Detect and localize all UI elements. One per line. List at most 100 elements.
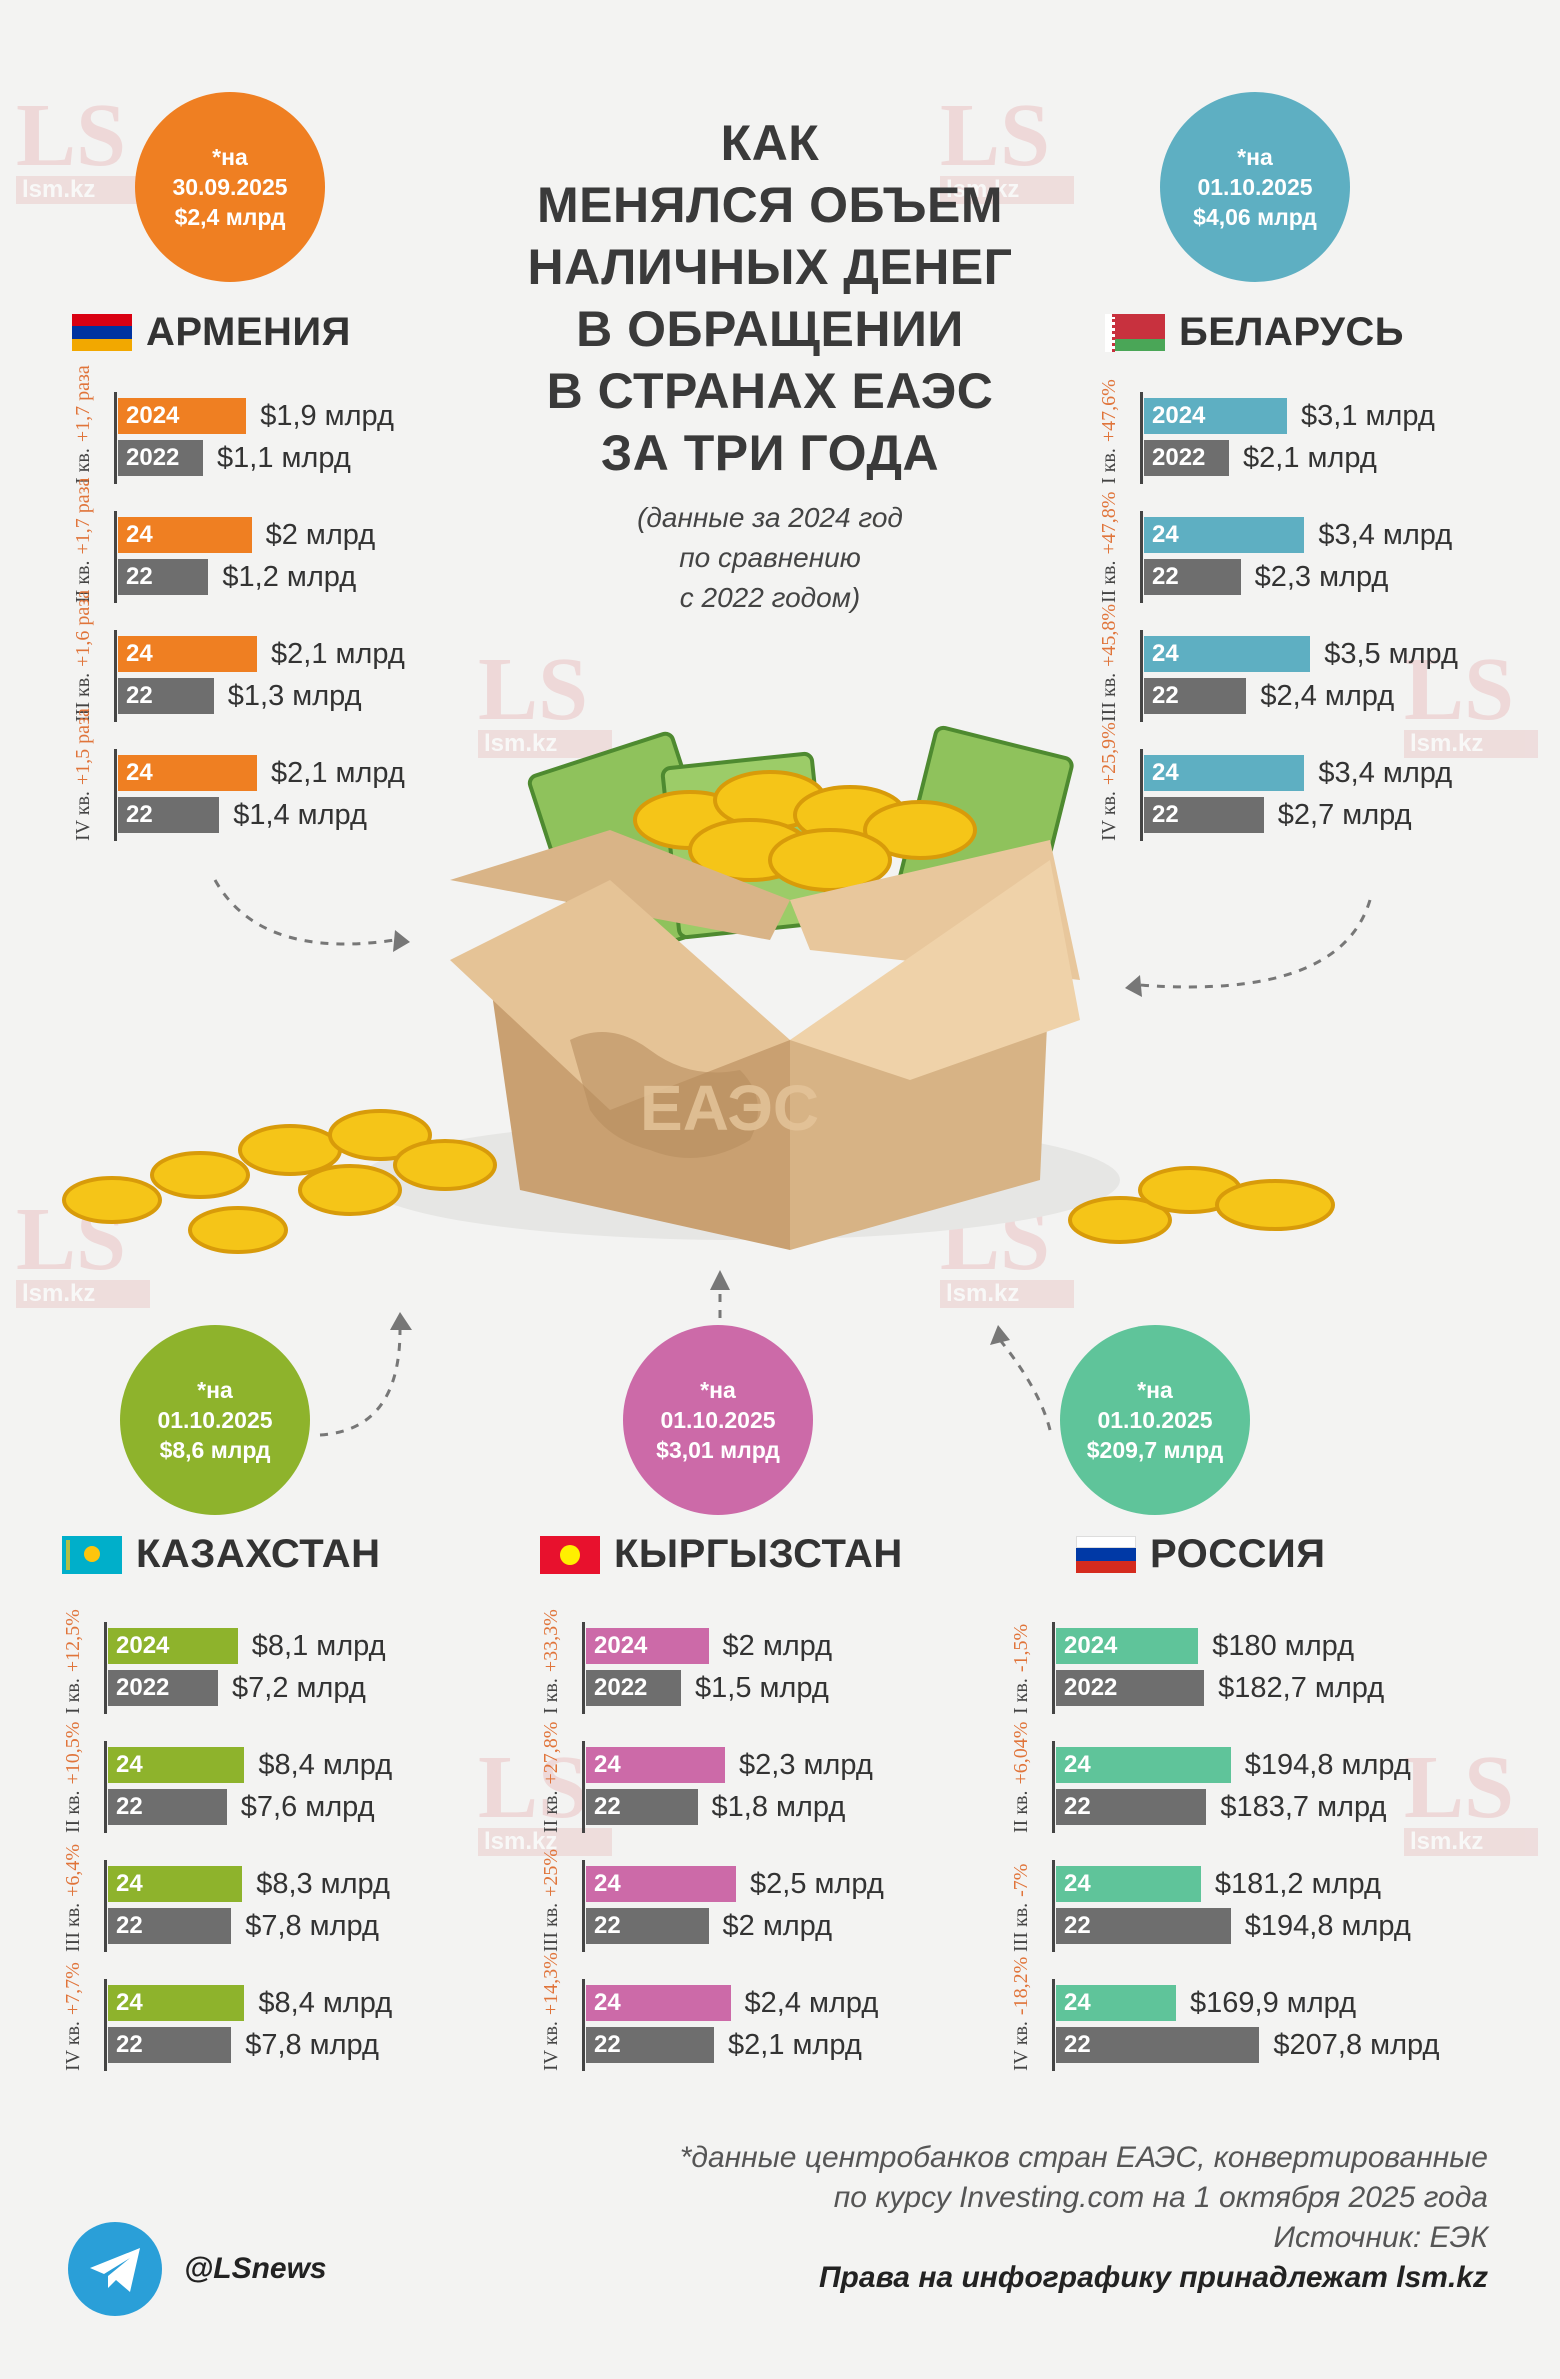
title-line: МЕНЯЛСЯ ОБЪЕМ [537, 177, 1003, 233]
bar-2024: 2024 [1144, 398, 1287, 434]
bar-2022: 22 [108, 2027, 232, 2063]
value-label-2022: $2,3 млрд [1254, 561, 1389, 593]
armenia-date-circle: *на 30.09.2025 $2,4 млрд [135, 92, 325, 282]
bar-2022: 22 [108, 1908, 232, 1944]
bar-2022: 2022 [1056, 1670, 1205, 1706]
money-box-illustration: ЕАЭС [62, 725, 1335, 1254]
axis-line [582, 1622, 585, 1714]
axis-line [582, 1741, 585, 1833]
quarter-label: IV кв. +1,5 раза [72, 708, 108, 841]
quarter-block: III кв. +25% 24 22 $2,5 млрд $2 млрд [540, 1849, 1000, 1952]
bar-2022: 22 [118, 559, 209, 595]
country-name: БЕЛАРУСЬ [1179, 310, 1405, 354]
value-label-2024: $8,1 млрд [251, 1630, 386, 1662]
value-label-2022: $1,8 млрд [711, 1791, 846, 1823]
bar-2024: 24 [1144, 755, 1305, 791]
quarter-block: IV кв. +7,7% 24 22 $8,4 млрд $7,8 млрд [62, 1962, 522, 2071]
circle-date: 01.10.2025 [1197, 174, 1313, 200]
footnote: *данные центробанков стран ЕАЭС, конверт… [680, 2138, 1488, 2298]
bar-2024: 24 [1144, 517, 1305, 553]
value-label-2024: $1,9 млрд [260, 400, 394, 432]
value-label-2024: $2,4 млрд [744, 1987, 879, 2019]
circle-value: $3,01 млрд [656, 1437, 780, 1463]
telegram-handle: @LSnews [184, 2252, 327, 2285]
change-label: +1,5 раза [72, 708, 94, 786]
title-line: ЗА ТРИ ГОДА [600, 425, 940, 481]
axis-line [582, 1979, 585, 2071]
value-label-2024: $3,4 млрд [1318, 519, 1453, 551]
value-label-2024: $2 млрд [265, 519, 376, 551]
value-label-2022: $1,4 млрд [233, 799, 367, 831]
change-label: +6,4% [62, 1843, 84, 1897]
circle-line: *на [1237, 144, 1273, 170]
quarter-block: II кв. +6,04% 24 22 $194,8 млрд $183,7 млрд [1010, 1722, 1470, 1833]
telegram-link[interactable]: @LSnews [68, 2222, 327, 2316]
value-label-2022: $194,8 млрд [1244, 1910, 1411, 1942]
quarter-label: III кв. +45,8% [1098, 604, 1134, 722]
circle-date: 01.10.2025 [660, 1407, 776, 1433]
quarter-name: III кв. [1098, 672, 1120, 722]
bar-2024: 24 [586, 1747, 725, 1783]
value-label-2022: $7,8 млрд [245, 2029, 379, 2061]
subtitle-line: (данные за 2024 год [637, 502, 903, 533]
value-label-2022: $1,3 млрд [227, 680, 362, 712]
value-label-2024: $2,5 млрд [750, 1868, 884, 1900]
quarter-name: IV кв. [1098, 791, 1120, 841]
bar-2022: 22 [1056, 1789, 1207, 1825]
russia-date-circle: *на 01.10.2025 $209,7 млрд [1060, 1325, 1250, 1515]
quarter-name: IV кв. [72, 791, 94, 841]
quarter-label: III кв. +6,4% [62, 1844, 98, 1952]
bar-2022: 22 [1144, 797, 1264, 833]
circle-value: $209,7 млрд [1086, 1437, 1224, 1463]
value-label-2024: $2,3 млрд [739, 1749, 873, 1781]
quarter-label: I кв. +1,7 раза [72, 365, 108, 484]
change-label: -1,5% [1010, 1623, 1032, 1673]
value-label-2024: $8,4 млрд [258, 1987, 393, 2019]
quarter-block: II кв. +10,5% 24 22 $8,4 млрд $7,6 млрд [62, 1722, 522, 1833]
change-label: +10,5% [62, 1721, 84, 1785]
value-label-2022: $182,7 млрд [1218, 1672, 1385, 1704]
rights-line: Права на инфографику принадлежат lsm.kz [818, 2261, 1488, 2294]
kyrgyzstan-date-circle: *на 01.10.2025 $3,01 млрд [623, 1325, 813, 1515]
circle-value: $2,4 млрд [174, 204, 286, 230]
quarter-name: III кв. [62, 1902, 84, 1952]
quarter-block: III кв. +1,6 раза 24 22 $2,1 млрд $1,3 млрд [72, 590, 532, 722]
kyrgyzstan-flag-icon [540, 1535, 600, 1574]
subtitle-line: с 2022 годом) [679, 582, 861, 613]
axis-line [114, 511, 117, 603]
quarter-label: I кв. +12,5% [62, 1609, 98, 1714]
quarter-name: I кв. [1010, 1678, 1032, 1714]
quarter-block: I кв. +33,3% 2024 2022 $2 млрд $1,5 млрд [540, 1609, 1000, 1714]
axis-line [1052, 1741, 1055, 1833]
value-label-2024: $8,4 млрд [258, 1749, 393, 1781]
russia-flag-icon [1076, 1535, 1136, 1574]
quarter-block: I кв. -1,5% 2024 2022 $180 млрд $182,7 млрд [1010, 1622, 1470, 1714]
quarter-label: II кв. +47,8% [1098, 492, 1134, 603]
value-label-2022: $2 млрд [722, 1910, 833, 1942]
watermark: LS lsm.kz [1404, 1743, 1538, 1856]
circle-line: *на [1137, 1377, 1173, 1403]
subtitle: (данные за 2024 год по сравнению с 2022 … [560, 498, 980, 618]
value-label-2022: $2,1 млрд [1243, 442, 1377, 474]
quarter-block: II кв. +47,8% 24 22 $3,4 млрд $2,3 млрд [1098, 492, 1558, 603]
circle-date: 01.10.2025 [1097, 1407, 1213, 1433]
bar-2022: 22 [586, 1908, 709, 1944]
value-label-2022: $183,7 млрд [1220, 1791, 1387, 1823]
axis-line [582, 1860, 585, 1952]
country-name: КАЗАХСТАН [136, 1532, 381, 1576]
bar-2022: 22 [1144, 559, 1241, 595]
change-label: +47,8% [1098, 491, 1120, 555]
source-line: Источник: ЕЭК [1273, 2221, 1488, 2254]
quarter-label: I кв. +47,6% [1098, 379, 1134, 484]
bar-2024: 2024 [108, 1628, 238, 1664]
quarter-block: II кв. +27,8% 24 22 $2,3 млрд $1,8 млрд [540, 1722, 1000, 1833]
quarter-name: III кв. [540, 1902, 562, 1952]
quarter-name: IV кв. [540, 2021, 562, 2071]
axis-line [1140, 392, 1143, 484]
value-label-2024: $194,8 млрд [1244, 1749, 1411, 1781]
telegram-icon[interactable] [68, 2222, 162, 2316]
kazakhstan-date-circle: *на 01.10.2025 $8,6 млрд [120, 1325, 310, 1515]
change-label: +7,7% [62, 1962, 84, 2016]
quarter-label: I кв. -1,5% [1010, 1622, 1046, 1714]
